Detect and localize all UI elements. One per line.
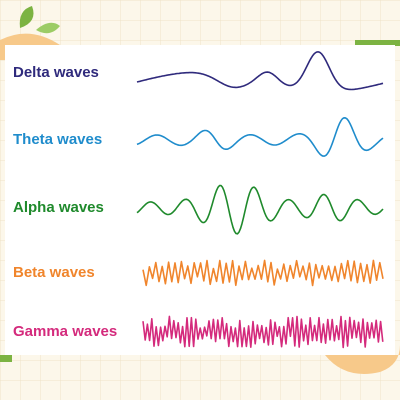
decor-stripe — [355, 40, 400, 46]
wave-line — [142, 315, 384, 349]
decor-leaf — [19, 6, 34, 28]
card — [5, 45, 395, 355]
wave-label: Delta waves — [13, 64, 99, 81]
wave-line — [136, 184, 384, 235]
wave-label: Gamma waves — [13, 323, 117, 340]
wave-list: Delta waves Theta waves Alpha waves Beta wa… — [13, 51, 384, 349]
decor-stripe — [0, 355, 12, 362]
decor-leaf — [36, 22, 60, 34]
wave-label: Alpha waves — [13, 199, 104, 216]
wave-line — [136, 117, 384, 157]
decor-blob — [325, 345, 400, 374]
wave-line — [142, 259, 384, 287]
wave-line — [136, 51, 384, 91]
wave-label: Beta waves — [13, 264, 95, 281]
wave-label: Theta waves — [13, 131, 102, 148]
